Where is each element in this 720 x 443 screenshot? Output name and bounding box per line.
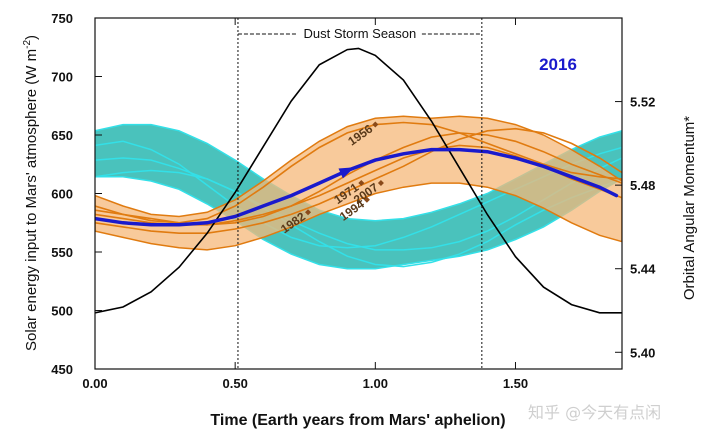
watermark: 知乎 @今天有点闲	[528, 403, 661, 422]
x-tick-label: 1.00	[363, 376, 388, 391]
y2-tick-label: 5.48	[630, 178, 655, 193]
y2-tick-label: 5.40	[630, 345, 655, 360]
series-2016-line	[95, 147, 619, 227]
line-layer	[95, 47, 622, 314]
y2-tick-label: 5.52	[630, 95, 655, 110]
year-marker-1971	[358, 180, 365, 187]
year-marker-2007	[377, 180, 384, 187]
x-tick-label: 0.50	[223, 376, 248, 391]
cyan-band-line-3	[95, 169, 622, 268]
x-tick-label: 0.00	[82, 376, 107, 391]
y2-tick-label: 5.44	[630, 262, 656, 277]
y-tick-label: 600	[51, 187, 73, 202]
y2-axis-title: Orbital Angular Momentum*	[681, 116, 698, 300]
year-marker-1994	[363, 196, 370, 203]
series-2016-direction-arrow	[338, 167, 355, 179]
y-tick-label: 700	[51, 70, 73, 85]
x-tick-label: 1.50	[503, 376, 528, 391]
series-solar-energy-line	[95, 47, 622, 314]
highlight-year-label: 2016	[539, 55, 577, 74]
y-tick-label: 750	[51, 11, 73, 26]
orange-band-line-1	[95, 121, 622, 224]
year-marker-1956	[372, 121, 379, 128]
y-axis-title: Solar energy input to Mars' atmosphere (…	[22, 35, 40, 351]
y-tick-label: 450	[51, 362, 73, 377]
axes-layer: 0.00 0.50 1.00 1.50 450 500 550 600 650 700 750 5.4…	[51, 11, 656, 391]
y-tick-label: 650	[51, 128, 73, 143]
dust-storm-season-layer: Dust Storm Season	[237, 18, 483, 369]
year-marker-1982	[305, 209, 312, 216]
dust-storm-season-label: Dust Storm Season	[304, 26, 417, 41]
x-axis-title: Time (Earth years from Mars' aphelion)	[210, 412, 505, 429]
y-tick-label: 550	[51, 245, 73, 260]
y-tick-label: 500	[51, 304, 73, 319]
